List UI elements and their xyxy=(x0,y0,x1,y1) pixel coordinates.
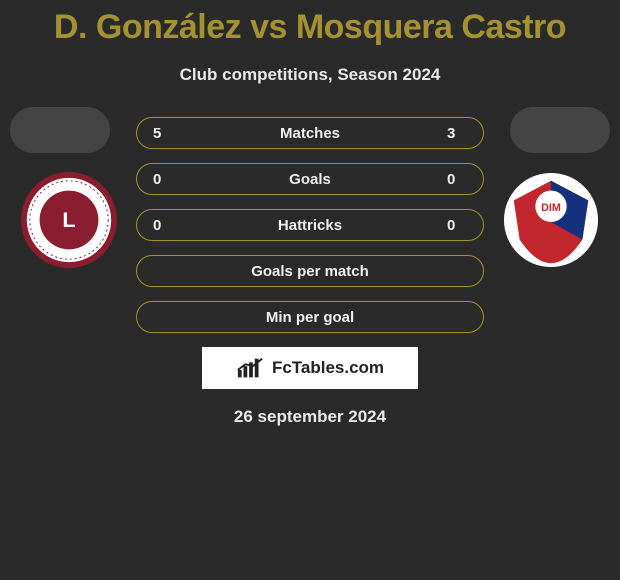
club-right-crest: DIM xyxy=(502,171,600,269)
svg-text:L: L xyxy=(62,207,75,232)
stat-row-min-per-goal: Min per goal xyxy=(136,301,484,333)
stat-row-goals-per-match: Goals per match xyxy=(136,255,484,287)
stat-row-goals: 0 Goals 0 xyxy=(136,163,484,195)
page-title: D. González vs Mosquera Castro xyxy=(0,0,620,47)
stat-right-value: 0 xyxy=(447,217,467,234)
stat-left-value: 0 xyxy=(153,217,173,234)
stat-label: Matches xyxy=(173,125,447,142)
stat-label: Goals xyxy=(173,171,447,188)
club-left-crest: L xyxy=(20,171,118,269)
stat-row-hattricks: 0 Hattricks 0 xyxy=(136,209,484,241)
chart-icon xyxy=(236,356,266,380)
stat-right-value: 0 xyxy=(447,171,467,188)
svg-text:DIM: DIM xyxy=(541,202,561,214)
subtitle: Club competitions, Season 2024 xyxy=(0,65,620,85)
stat-label: Hattricks xyxy=(173,217,447,234)
stat-label: Min per goal xyxy=(153,309,467,326)
branding-text: FcTables.com xyxy=(272,358,384,378)
stat-rows: 5 Matches 3 0 Goals 0 0 Hattricks 0 Goal… xyxy=(136,117,484,333)
stat-label: Goals per match xyxy=(153,263,467,280)
comparison-area: L DIM 5 Matches 3 0 Goals 0 0 Hattricks … xyxy=(0,117,620,427)
date-text: 26 september 2024 xyxy=(0,407,620,427)
stat-left-value: 5 xyxy=(153,125,173,142)
stat-right-value: 3 xyxy=(447,125,467,142)
player-right-avatar xyxy=(510,107,610,153)
stat-left-value: 0 xyxy=(153,171,173,188)
player-left-avatar xyxy=(10,107,110,153)
stat-row-matches: 5 Matches 3 xyxy=(136,117,484,149)
branding-box: FcTables.com xyxy=(202,347,418,389)
